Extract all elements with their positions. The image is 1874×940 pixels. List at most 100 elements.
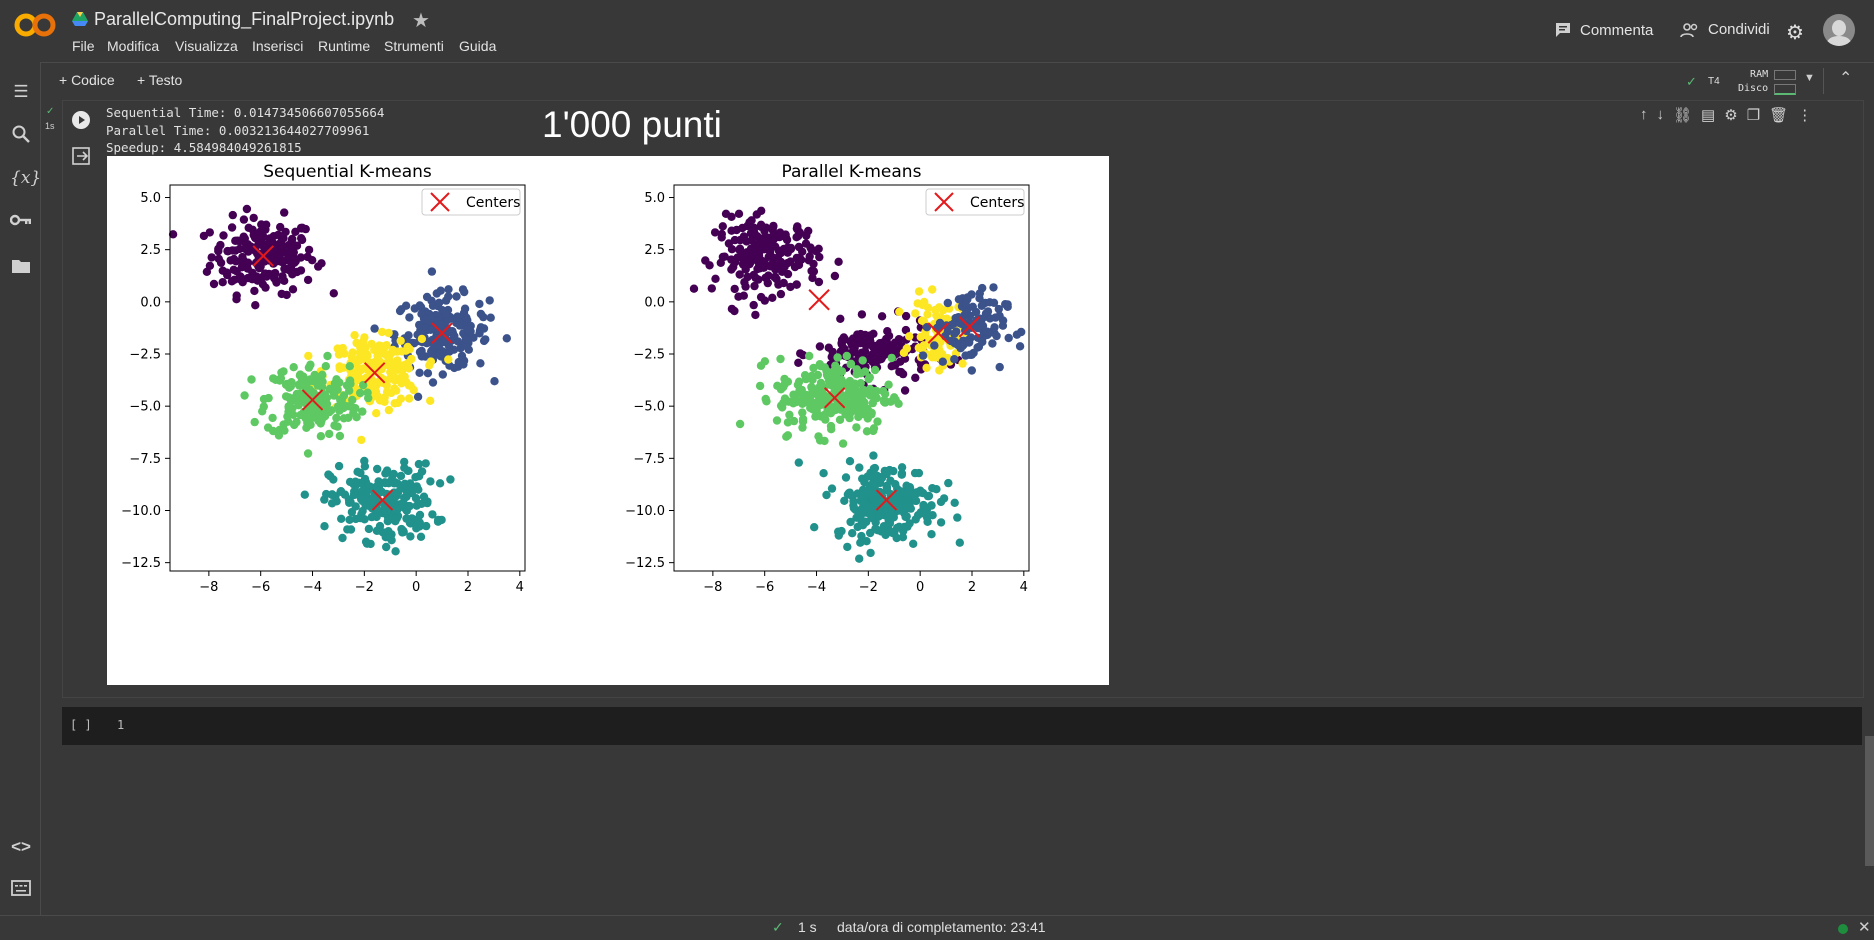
data-point	[973, 323, 983, 333]
move-up-icon[interactable]: ↑	[1640, 106, 1648, 123]
close-icon[interactable]: ✕	[1858, 919, 1871, 936]
data-point	[356, 388, 365, 398]
center-marker	[823, 387, 846, 409]
folder-icon[interactable]	[10, 258, 32, 280]
comment-cell-icon[interactable]: ▤	[1701, 107, 1716, 124]
move-down-icon[interactable]: ↓	[1656, 106, 1665, 123]
data-point	[899, 526, 908, 536]
data-point	[329, 289, 338, 298]
data-point	[852, 370, 861, 379]
y-tick-label: 2.5	[140, 243, 161, 258]
data-point	[946, 336, 956, 346]
data-point	[274, 230, 283, 240]
data-point	[865, 373, 874, 382]
data-point	[883, 512, 892, 522]
data-point	[847, 392, 857, 401]
more-vert-icon[interactable]: ⋮	[1797, 107, 1813, 124]
data-point	[746, 247, 755, 256]
status-bar: ✓ 1 s data/ora di completamento: 23:41 ✕	[0, 915, 1874, 940]
data-point	[869, 451, 878, 460]
share-button[interactable]: Condividi	[1680, 21, 1770, 38]
menu-inserisci[interactable]: Inserisci	[252, 38, 304, 54]
cell-settings-icon[interactable]: ⚙	[1724, 107, 1738, 124]
menu-modifica[interactable]: Modifica	[107, 38, 160, 54]
table-of-contents-icon[interactable]: ☰	[13, 82, 29, 101]
data-point	[355, 353, 364, 362]
star-icon[interactable]: ★	[412, 10, 430, 32]
data-point	[317, 259, 326, 268]
data-point	[901, 311, 911, 321]
data-point	[277, 257, 286, 267]
menu-runtime[interactable]: Runtime	[318, 38, 371, 54]
data-point	[741, 282, 750, 291]
add-code-button[interactable]: + Codice	[59, 72, 115, 88]
data-point	[938, 357, 947, 366]
data-point	[233, 236, 242, 245]
menu-guida[interactable]: Guida	[459, 38, 497, 54]
data-point	[337, 514, 346, 523]
data-point	[387, 536, 396, 545]
data-point	[880, 398, 890, 407]
data-point	[798, 417, 808, 426]
data-point	[228, 210, 237, 220]
key-icon[interactable]	[9, 212, 32, 234]
menu-strumenti[interactable]: Strumenti	[384, 38, 444, 54]
menu-file[interactable]: File	[72, 38, 95, 54]
data-point	[274, 431, 284, 440]
chevron-down-icon[interactable]: ▼	[1804, 72, 1815, 84]
mirror-cell-icon[interactable]: ❐	[1746, 107, 1761, 124]
data-point	[923, 310, 932, 319]
data-point	[375, 479, 384, 488]
data-point	[830, 271, 840, 281]
data-point	[423, 369, 433, 378]
data-point	[899, 348, 909, 357]
data-point	[400, 372, 409, 381]
data-point	[807, 266, 816, 276]
data-point	[405, 313, 414, 322]
data-point	[276, 222, 285, 232]
code-snippets-icon[interactable]: <>	[11, 837, 31, 856]
status-check-icon: ✓	[772, 919, 784, 935]
chevron-up-icon[interactable]: ⌃	[1839, 70, 1853, 87]
data-point	[701, 256, 710, 265]
data-point	[329, 475, 338, 484]
data-point	[384, 405, 394, 415]
run-cell-button[interactable]	[71, 110, 91, 130]
gear-icon[interactable]: ⚙	[1786, 22, 1804, 44]
y-tick-label: 0.0	[140, 295, 161, 310]
data-point	[771, 242, 780, 251]
data-point	[738, 260, 748, 269]
data-point	[947, 320, 956, 330]
notebook-title[interactable]: ParallelComputing_FinalProject.ipynb	[94, 9, 395, 29]
menu-visualizza[interactable]: Visualizza	[175, 38, 238, 54]
link-icon[interactable]: ⛓	[1673, 107, 1693, 124]
empty-code-cell[interactable]: [ ] 1	[62, 707, 1862, 745]
output-actions-icon[interactable]	[72, 147, 92, 165]
data-point	[902, 512, 911, 521]
data-point	[834, 257, 843, 266]
data-point	[366, 380, 375, 389]
colab-logo[interactable]	[14, 12, 56, 38]
variables-icon[interactable]: {x}	[10, 168, 42, 188]
data-point	[340, 349, 349, 358]
comment-button[interactable]: Commenta	[1554, 21, 1653, 39]
scrollbar[interactable]	[1865, 736, 1874, 866]
data-point	[404, 364, 413, 373]
delete-icon[interactable]: 🗑	[1769, 107, 1789, 124]
data-point	[836, 314, 845, 323]
data-point	[438, 370, 447, 379]
runtime-label[interactable]: T4	[1708, 76, 1720, 87]
terminal-icon[interactable]	[10, 880, 32, 902]
add-text-button[interactable]: + Testo	[137, 72, 183, 88]
avatar[interactable]	[1823, 14, 1855, 46]
data-point	[313, 381, 323, 390]
data-point	[422, 315, 431, 324]
search-icon[interactable]	[10, 124, 32, 146]
data-point	[263, 423, 273, 432]
data-point	[335, 431, 345, 441]
x-tick-label: 2	[968, 580, 976, 595]
data-point	[747, 236, 756, 245]
data-point	[425, 361, 434, 370]
resource-monitor[interactable]: RAM Disco	[1738, 68, 1797, 96]
cell-brackets[interactable]: [ ]	[70, 718, 92, 732]
